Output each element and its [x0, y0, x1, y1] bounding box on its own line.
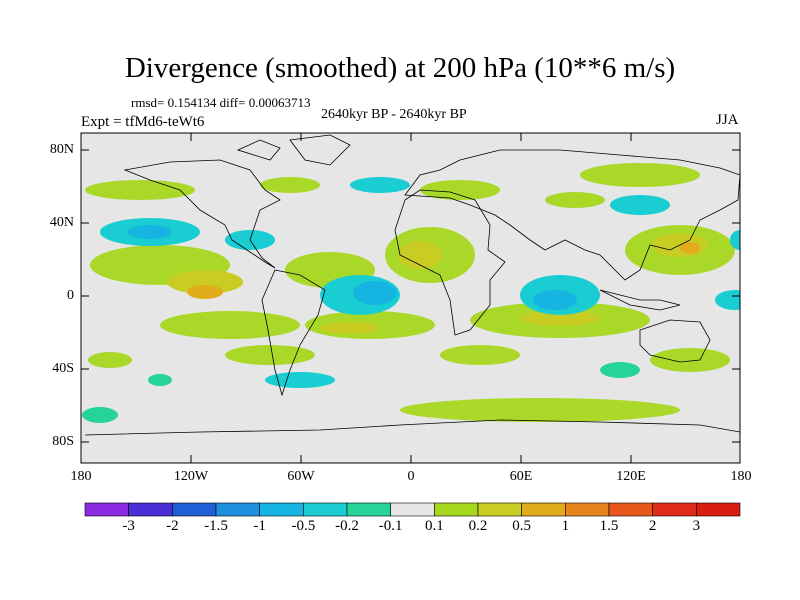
stats-text: rmsd= 0.154134 diff= 0.00063713	[131, 95, 311, 110]
coastlines	[84, 134, 740, 436]
plot-title: Divergence (smoothed) at 200 hPa (10**6 …	[124, 52, 676, 84]
colorbar-box	[565, 502, 610, 517]
lat-label-80n: 80N	[49, 142, 74, 157]
lat-label-40n: 40N	[49, 215, 74, 230]
lon-ticks	[190, 133, 632, 463]
colorbar-box	[128, 502, 173, 517]
colorbar-box	[346, 502, 391, 517]
lon-label-180w: 180	[70, 469, 92, 484]
colorbar-box	[259, 502, 304, 517]
colorbar-box	[608, 502, 653, 517]
colorbar-label: -1	[253, 518, 266, 534]
lat-ticks	[81, 149, 740, 443]
colorbar-box	[434, 502, 479, 517]
colorbar-box	[652, 502, 697, 517]
colorbar-box	[521, 502, 566, 517]
colorbar-label: -0.5	[291, 518, 316, 534]
colorbar-box	[696, 502, 741, 517]
colorbar-box	[390, 502, 435, 517]
colorbar-label: 1	[561, 518, 570, 534]
season-label: JJA	[716, 112, 739, 128]
divergence-field	[82, 134, 740, 436]
colorbar-box	[303, 502, 348, 517]
lon-label-0: 0	[407, 469, 415, 484]
colorbar-box	[215, 502, 260, 517]
lat-label-80s: 80S	[52, 434, 74, 449]
colorbar-label: 3	[692, 518, 701, 534]
colorbar-label: -1.5	[204, 518, 228, 534]
colorbar-box	[477, 502, 522, 517]
colorbar-box	[84, 502, 129, 517]
colorbar-label: 0.2	[468, 518, 488, 534]
colorbar-label: 1.5	[599, 518, 619, 534]
lon-label-120w: 120W	[173, 469, 209, 484]
experiment-label: Expt = tfMd6-teWt6	[81, 114, 205, 130]
colorbar	[84, 502, 741, 517]
colorbar-label: -0.1	[378, 518, 403, 534]
colorbar-label: -3	[122, 518, 135, 534]
colorbar-label: 2	[648, 518, 657, 534]
colorbar-label: 0.1	[424, 518, 444, 534]
lon-label-180e: 180	[730, 469, 752, 484]
lat-label-40s: 40S	[52, 361, 74, 376]
lon-label-60w: 60W	[287, 469, 315, 484]
lon-label-60e: 60E	[509, 469, 533, 484]
colorbar-box	[172, 502, 217, 517]
colorbar-label: -2	[166, 518, 179, 534]
colorbar-label: 0.5	[512, 518, 532, 534]
period-text: 2640kyr BP - 2640kyr BP	[321, 107, 467, 122]
lat-label-0: 0	[67, 288, 74, 303]
colorbar-label: -0.2	[335, 518, 359, 534]
lon-label-120e: 120E	[616, 469, 646, 484]
